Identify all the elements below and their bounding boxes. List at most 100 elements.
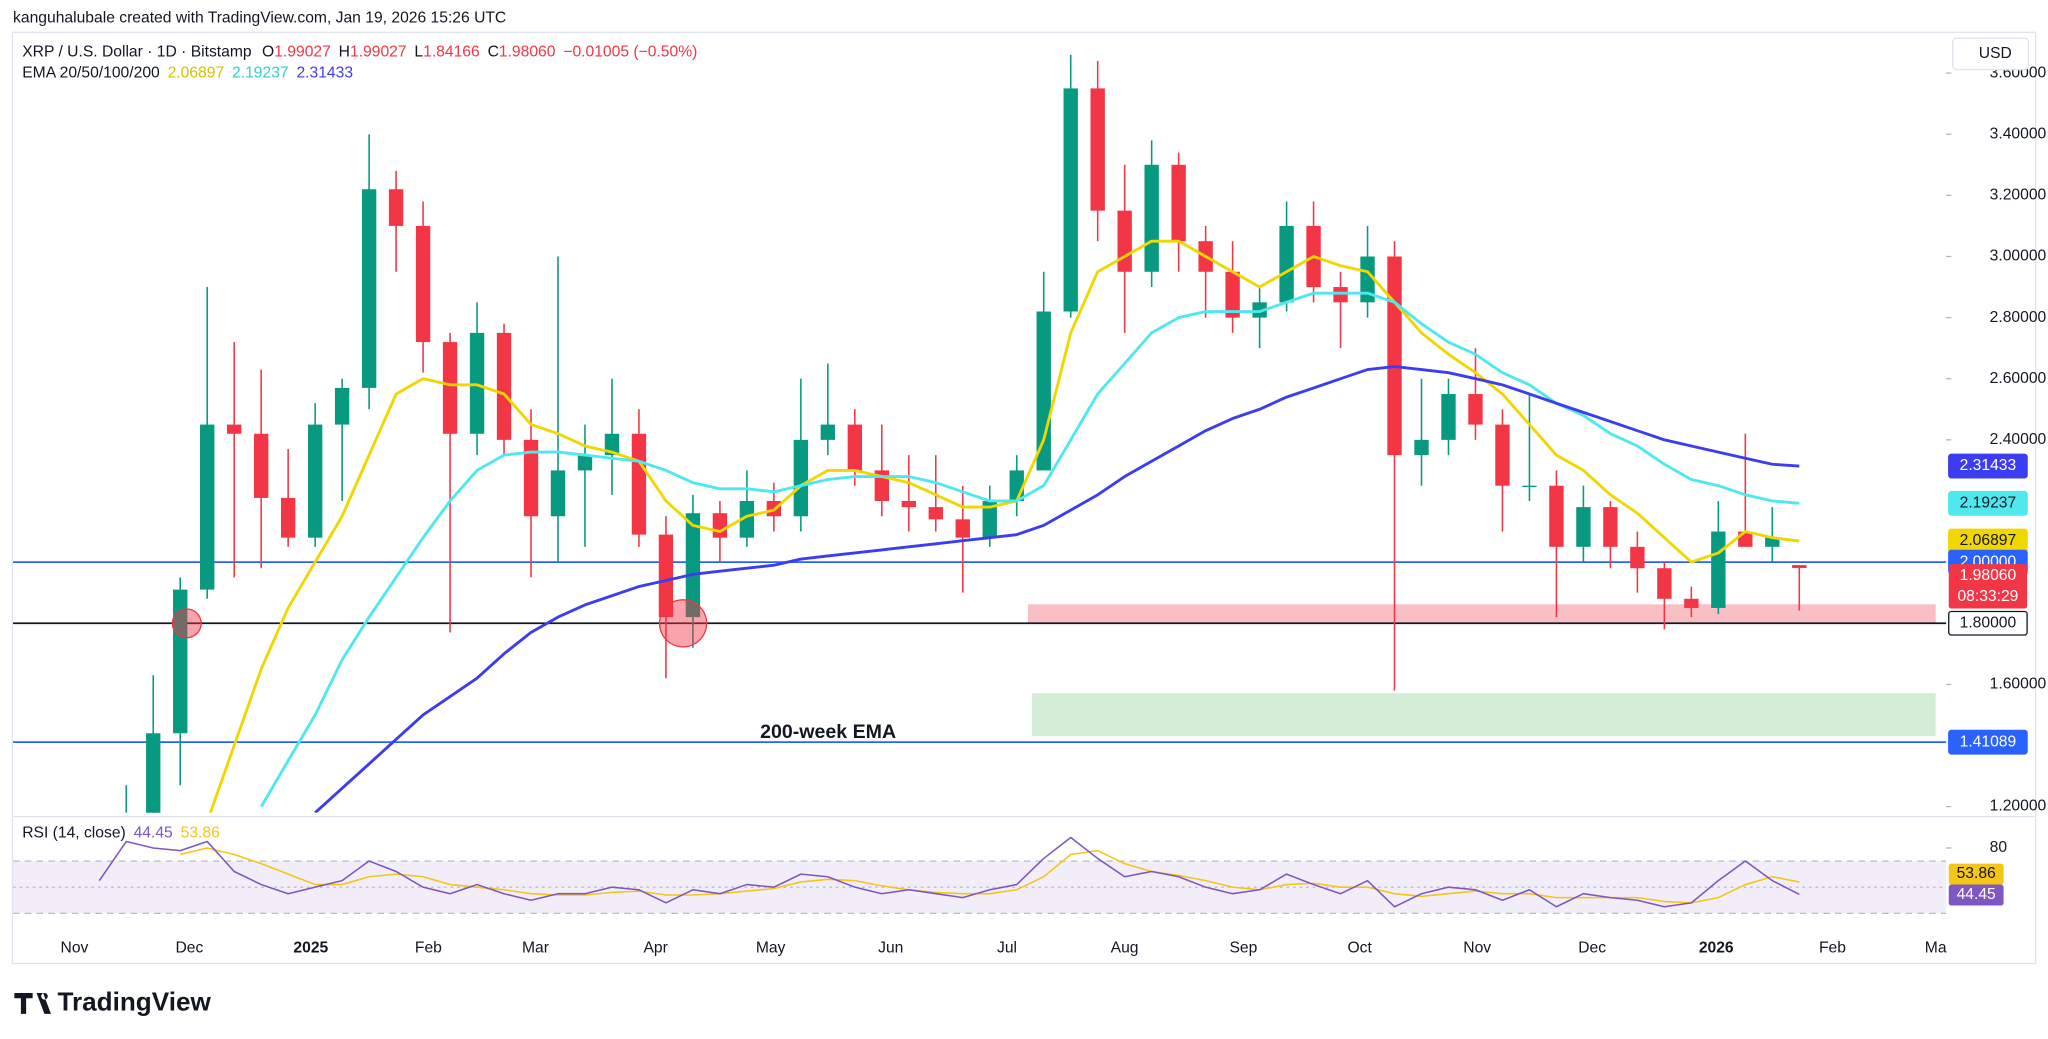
- candle-body: [1684, 598, 1699, 608]
- candle-body: [253, 433, 269, 498]
- x-tick-label: Ma: [1925, 940, 1947, 957]
- y-tick-label: 3.20000: [1990, 187, 2047, 204]
- ohlc-prefix: O: [262, 44, 274, 61]
- candle-body: [442, 342, 458, 434]
- candle-body: [1576, 507, 1591, 547]
- axes: 1.20000 1.60000 2.40000 2.60000 2.80000 3.000…: [61, 64, 2047, 956]
- ema-tag: 2.06897: [1960, 532, 2017, 549]
- ohlc-prefix: C: [488, 44, 499, 61]
- candle-body: [1036, 311, 1051, 471]
- candle-body: [307, 424, 323, 538]
- rsi-line: [180, 847, 1800, 904]
- rsi-tag-bg: [1948, 884, 2004, 906]
- candle-body: [1090, 88, 1105, 211]
- candle-body: [1765, 537, 1780, 547]
- level-tag-bg: [1948, 610, 2028, 636]
- candle-body: [1414, 439, 1429, 456]
- y-tick-label: 1.60000: [1990, 676, 2047, 693]
- ohlc-value: 1.98060: [499, 44, 556, 61]
- x-tick-label: Mar: [522, 940, 549, 957]
- candle-body: [1009, 470, 1024, 501]
- candle-body: [1360, 256, 1375, 303]
- candle-body: [1495, 424, 1510, 486]
- ohlc-value: 1.99027: [350, 44, 407, 61]
- candle-body: [1225, 271, 1240, 318]
- candle-body: [415, 225, 431, 343]
- candle-body: [280, 497, 296, 538]
- candle-body: [982, 500, 997, 538]
- candle-body: [200, 424, 215, 590]
- candle-body: [1252, 302, 1267, 318]
- x-tick-label: Oct: [1347, 940, 1372, 957]
- title: XRP / U.S. Dollar · 1D · Bitstamp: [22, 44, 252, 61]
- candle-body: [523, 439, 539, 517]
- candle-body: [793, 439, 809, 517]
- candle-body: [955, 519, 970, 538]
- rsi-value: 53.86: [181, 825, 220, 842]
- x-tick-label: Aug: [1111, 940, 1139, 957]
- highlight-circle: [171, 608, 202, 639]
- x-tick-label: Dec: [1578, 940, 1606, 957]
- level-tag: 1.41089: [1960, 733, 2017, 750]
- y-tick-label: 1.20000: [1990, 798, 2047, 815]
- candle-body: [658, 534, 674, 618]
- ohlc-prefix: H: [339, 44, 350, 61]
- candle-body: [847, 424, 863, 471]
- rsi-legend: RSI (14, close) 44.45 53.86: [22, 825, 220, 842]
- x-tick-label: Sep: [1229, 940, 1257, 957]
- rsi-line: [98, 836, 1800, 908]
- ema-tag: 2.19237: [1960, 494, 2017, 511]
- ema-line: [314, 365, 1800, 813]
- rsi-value: 44.45: [134, 825, 173, 842]
- candle-body: [469, 332, 485, 434]
- ema-tag-bg: [1948, 490, 2028, 516]
- ema-value: 2.19237: [232, 65, 289, 82]
- chart-frame: [11, 31, 2037, 965]
- ema-tag: 2.31433: [1960, 457, 2017, 474]
- candle-body: [146, 733, 161, 813]
- candle-body: [1630, 546, 1645, 569]
- ema-legend: EMA 20/50/100/200 2.06897 2.19237 2.31433: [22, 65, 353, 82]
- close-tag-bg: [1948, 564, 2028, 609]
- candle-body: [712, 513, 728, 538]
- candle-body: [685, 513, 701, 618]
- candle-body: [496, 332, 512, 440]
- price-pane: [125, 54, 1807, 813]
- candle-body: [1657, 568, 1672, 599]
- candle-body: [1333, 287, 1348, 303]
- y-tick-label: 3.00000: [1990, 248, 2047, 265]
- x-tick-label: Nov: [1463, 940, 1491, 957]
- x-tick-label: Jul: [997, 940, 1017, 957]
- candle-body: [577, 455, 593, 471]
- ema-value: 2.06897: [168, 65, 225, 82]
- symbol-legend: XRP / U.S. Dollar · 1D · Bitstamp O 1.9902…: [22, 44, 697, 61]
- candle-body: [1603, 507, 1618, 547]
- candle-body: [1063, 88, 1078, 312]
- candle-body: [1792, 565, 1807, 569]
- x-tick-label: 2026: [1699, 940, 1734, 957]
- legend: XRP / U.S. Dollar · 1D · Bitstamp O 1.9902…: [22, 44, 697, 842]
- candle-body: [1279, 225, 1294, 303]
- currency[interactable]: USD: [1979, 45, 2012, 62]
- y-tick-label: 2.80000: [1990, 309, 2047, 326]
- candle-body: [928, 507, 943, 520]
- annotation: 200-week EMA: [760, 721, 896, 743]
- rsi-tag: 53.86: [1957, 865, 1996, 882]
- x-tick-label: Dec: [175, 940, 203, 957]
- candle-body: [739, 500, 755, 538]
- rsi-tag: 44.45: [1957, 886, 1996, 903]
- candle-body: [361, 189, 377, 388]
- candle-body: [1711, 531, 1726, 608]
- x-tick-label: Feb: [415, 940, 442, 957]
- header: kanguhalubale created with TradingView.c…: [13, 10, 506, 27]
- zone: [1027, 604, 1936, 624]
- candle-body: [820, 424, 836, 440]
- currency-box[interactable]: [1952, 37, 2030, 71]
- x-tick-label: Jun: [878, 940, 903, 957]
- rsi-tick-label: 80: [1990, 839, 2008, 856]
- candle-body: [388, 189, 404, 226]
- rsi-label: RSI (14, close): [22, 825, 126, 842]
- y-tick-label: 3.40000: [1990, 125, 2047, 142]
- x-tick-label: Apr: [643, 940, 667, 957]
